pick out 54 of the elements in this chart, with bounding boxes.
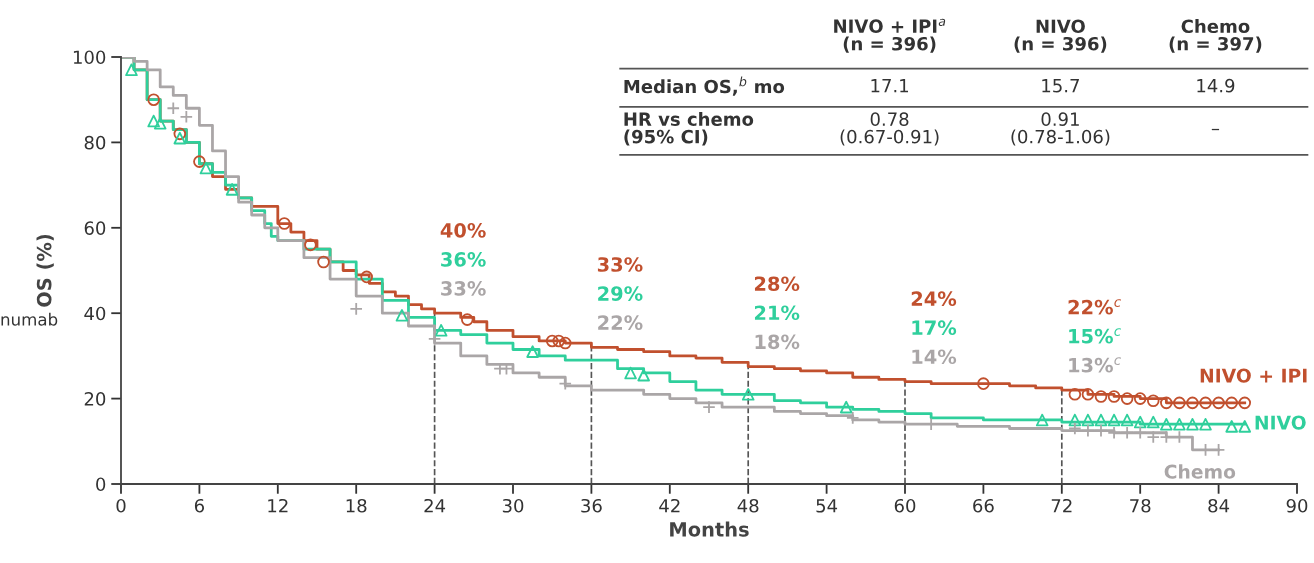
annotation: 18% bbox=[755, 334, 800, 350]
text: numab bbox=[1, 312, 58, 326]
annotation: Median OS,$^{b}$ mo bbox=[624, 76, 785, 96]
y-tick-label: 40 bbox=[84, 306, 106, 321]
annotation: 14% bbox=[912, 349, 957, 365]
x-tick-label: 84 bbox=[1208, 498, 1230, 513]
x-tick-label: 36 bbox=[581, 498, 602, 513]
y-tick-label: 60 bbox=[84, 221, 106, 235]
annotation: 33% bbox=[597, 257, 643, 272]
annotation: 22%$^{c}$ bbox=[1068, 299, 1122, 315]
x-tick-label: 30 bbox=[502, 498, 524, 513]
annotation: 0.78 (0.67-0.91) bbox=[840, 112, 939, 146]
annotation: 17% bbox=[912, 320, 957, 336]
x-tick-label: 12 bbox=[268, 498, 288, 513]
y-tick-label: 100 bbox=[73, 50, 106, 65]
annotation: 15.7 bbox=[1042, 79, 1079, 93]
x-tick-label: 18 bbox=[346, 498, 367, 513]
y-tick-label: 80 bbox=[84, 135, 106, 150]
x-tick-label: 54 bbox=[816, 499, 838, 513]
x-tick-label: 24 bbox=[424, 498, 446, 513]
x-tick-label: 60 bbox=[894, 498, 916, 513]
annotation: 15%$^{c}$ bbox=[1069, 328, 1122, 344]
x-axis-title: Months bbox=[670, 521, 749, 537]
text: NIVO (n = 396) bbox=[1014, 19, 1107, 53]
annotation: – bbox=[1211, 128, 1220, 131]
text: NIVO + IPI$^{a}$ (n = 396) bbox=[834, 18, 946, 53]
x-tick-label: 42 bbox=[659, 498, 680, 513]
annotation: 33% bbox=[441, 281, 486, 296]
y-axis-title: OS (%) bbox=[36, 234, 54, 307]
annotation: 0.91 (0.78-1.06) bbox=[1011, 112, 1110, 146]
annotation: 22% bbox=[598, 315, 643, 330]
y-tick-label: 0 bbox=[96, 477, 106, 492]
text: Chemo (n = 397) bbox=[1169, 19, 1262, 53]
series-label: Chemo bbox=[1164, 464, 1236, 479]
annotation: HR vs chemo (95% CI) bbox=[624, 112, 754, 146]
x-tick-label: 66 bbox=[973, 498, 994, 513]
annotation: 28% bbox=[754, 276, 800, 292]
x-tick-label: 72 bbox=[1051, 498, 1072, 513]
x-tick-label: 0 bbox=[116, 498, 126, 513]
series-label: NIVO bbox=[1255, 415, 1306, 430]
x-tick-label: 90 bbox=[1286, 498, 1308, 513]
annotation: 36% bbox=[441, 252, 486, 267]
x-tick-label: 48 bbox=[737, 498, 759, 513]
annotation: 24% bbox=[911, 291, 957, 307]
x-tick-label: 78 bbox=[1130, 498, 1151, 513]
annotation: 14.9 bbox=[1197, 78, 1235, 93]
annotation: 40% bbox=[440, 223, 486, 238]
x-tick-label: 6 bbox=[194, 498, 205, 513]
annotation: 17.1 bbox=[871, 79, 909, 93]
annotation: 21% bbox=[754, 305, 800, 321]
annotation: 13%$^{c}$ bbox=[1069, 357, 1122, 373]
annotation: 29% bbox=[598, 286, 643, 301]
series-label: NIVO + IPI bbox=[1200, 368, 1307, 383]
y-tick-label: 20 bbox=[84, 392, 106, 406]
